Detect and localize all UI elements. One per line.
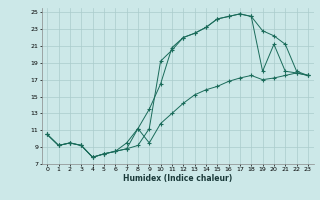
X-axis label: Humidex (Indice chaleur): Humidex (Indice chaleur) — [123, 174, 232, 183]
